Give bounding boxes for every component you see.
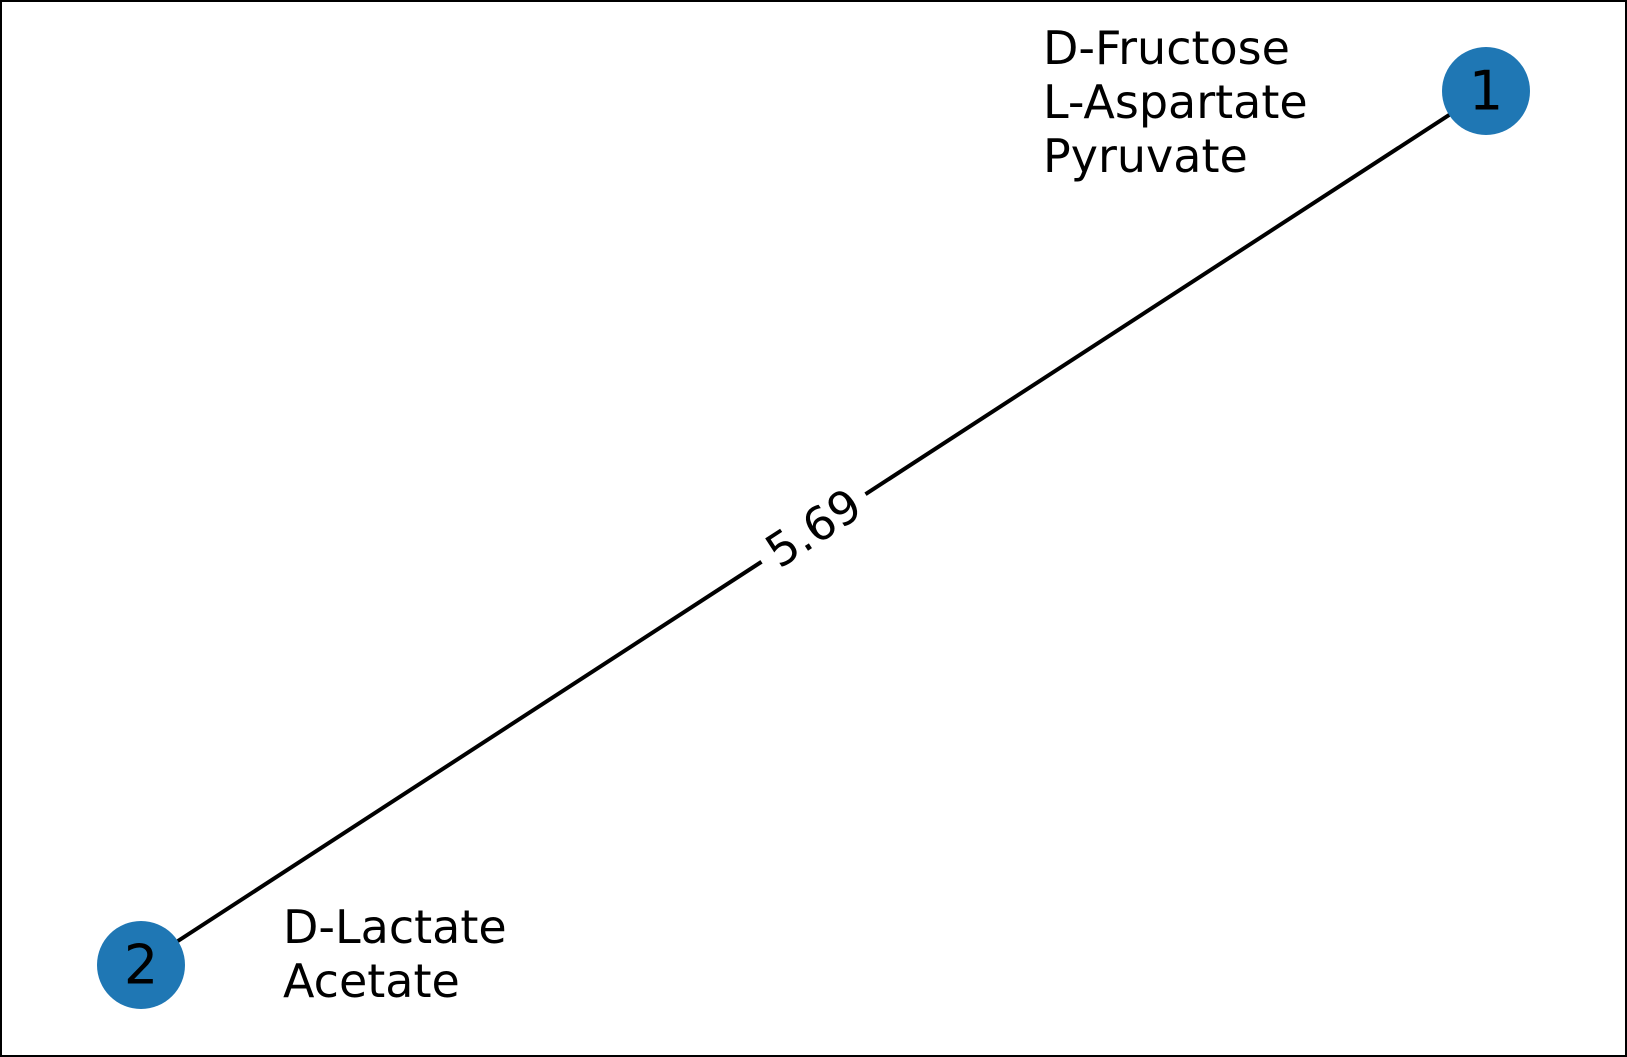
metabolite-label: D-Fructose [1043,21,1290,75]
edge-1-2: 5.69 [139,89,1488,967]
metabolite-label: Pyruvate [1043,129,1248,183]
node-circle [1442,47,1530,135]
node-1: 1 [1442,47,1530,135]
node-2: 2 [97,921,185,1009]
node-circle [97,921,185,1009]
node-2-annotation: D-Lactate Acetate [283,900,507,1008]
node-label: 1 [1469,60,1503,123]
edge-label-background [747,472,880,584]
metabolite-label: Acetate [283,954,460,1008]
metabolite-label: L-Aspartate [1043,75,1308,129]
node-label: 2 [124,934,158,997]
metabolite-label: D-Lactate [283,900,507,954]
node-1-annotation: D-Fructose L-Aspartate Pyruvate [1043,21,1308,183]
